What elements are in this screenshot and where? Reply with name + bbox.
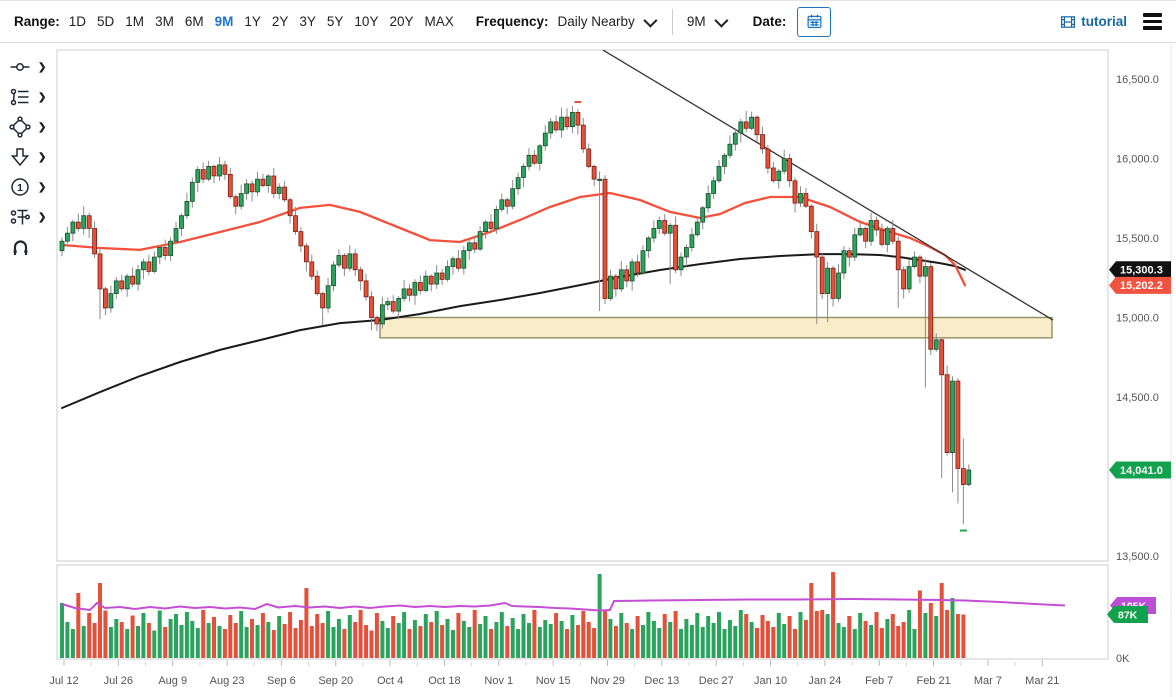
- gann-tool-icon: [10, 209, 30, 225]
- svg-text:16,500.0: 16,500.0: [1116, 74, 1159, 86]
- descending-trendline[interactable]: [602, 50, 1054, 321]
- volume-bars-layer: [60, 572, 966, 658]
- range-option-2Y[interactable]: 2Y: [271, 14, 289, 29]
- range-option-5D[interactable]: 5D: [97, 14, 115, 29]
- date-label: Date:: [752, 14, 787, 29]
- range-options: 1D 5D 1M 3M 6M 9M 1Y 2Y 3Y 5Y 10Y 20Y MAX: [69, 14, 454, 29]
- range-option-5Y[interactable]: 5Y: [326, 14, 344, 29]
- volume-badges: 105K87K: [1107, 597, 1156, 623]
- svg-text:13,500.0: 13,500.0: [1116, 551, 1159, 563]
- svg-text:Oct 18: Oct 18: [428, 675, 460, 687]
- chevron-right-icon: ❯: [38, 151, 47, 163]
- svg-text:Dec 27: Dec 27: [699, 675, 734, 687]
- chevron-down-icon: [643, 13, 658, 28]
- chevron-right-icon: ❯: [38, 181, 47, 193]
- price-chart-canvas[interactable]: 16,500.0 16,000.0 15,500.0 15,000.0 14,500.0…: [0, 44, 1176, 697]
- chevron-right-icon: ❯: [38, 61, 47, 73]
- svg-text:Sep 20: Sep 20: [318, 675, 353, 687]
- range-option-9M[interactable]: 9M: [214, 14, 234, 29]
- svg-text:Nov 29: Nov 29: [590, 675, 625, 687]
- number-one-icon: 1: [11, 178, 29, 196]
- support-zone[interactable]: [379, 316, 1053, 339]
- svg-text:Aug 23: Aug 23: [210, 675, 245, 687]
- range-option-1Y[interactable]: 1Y: [244, 14, 261, 29]
- svg-text:Oct 4: Oct 4: [377, 675, 403, 687]
- film-icon: [1061, 15, 1076, 28]
- toolbar-divider: [671, 8, 673, 35]
- frequency-value: Daily Nearby: [557, 14, 635, 29]
- price-axis: 16,500.0 16,000.0 15,500.0 15,000.0 14,500.0…: [1116, 74, 1159, 563]
- volume-average-line: [61, 597, 1066, 612]
- tool-annotations[interactable]: ❯: [0, 82, 54, 112]
- range-option-10Y[interactable]: 10Y: [354, 14, 379, 29]
- tutorial-text: tutorial: [1081, 14, 1127, 29]
- chevron-right-icon: ❯: [38, 211, 47, 223]
- range-option-3M[interactable]: 3M: [155, 14, 174, 29]
- svg-text:Jul 26: Jul 26: [104, 675, 133, 687]
- svg-text:Nov 15: Nov 15: [536, 675, 571, 687]
- svg-text:Jan 24: Jan 24: [808, 675, 841, 687]
- frequency-label: Frequency:: [475, 14, 549, 29]
- tutorial-link[interactable]: tutorial: [1060, 14, 1127, 30]
- volume-zero-label: 0K: [1116, 653, 1130, 665]
- menu-button[interactable]: [1143, 13, 1162, 30]
- period-dropdown[interactable]: 9M: [686, 13, 729, 29]
- shapes-icon: [9, 116, 31, 138]
- svg-text:Nov 1: Nov 1: [484, 675, 513, 687]
- main-chart-layers: [59, 50, 1054, 532]
- down-arrow-icon: [10, 148, 30, 167]
- svg-text:15,300.3: 15,300.3: [1120, 265, 1163, 277]
- svg-text:14,041.0: 14,041.0: [1120, 465, 1163, 477]
- period-value: 9M: [686, 14, 706, 29]
- volume-layers: [60, 572, 1066, 658]
- svg-text:15,500.0: 15,500.0: [1116, 233, 1159, 245]
- svg-text:16,000.0: 16,000.0: [1116, 154, 1159, 166]
- svg-text:Jul 12: Jul 12: [49, 675, 78, 687]
- svg-text:Mar 21: Mar 21: [1025, 675, 1059, 687]
- candles-layer: [59, 106, 972, 525]
- drawing-tools-sidebar: ❯ ❯ ❯ ❯ 1 ❯ ❯: [0, 52, 54, 262]
- svg-text:Feb 7: Feb 7: [865, 675, 893, 687]
- range-option-1D[interactable]: 1D: [68, 14, 87, 29]
- svg-text:Mar 7: Mar 7: [974, 675, 1002, 687]
- svg-text:1: 1: [17, 182, 23, 194]
- chart-toolbar: Range: 1D 5D 1M 3M 6M 9M 1Y 2Y 3Y 5Y 10Y 20Y MAX Fre…: [0, 0, 1176, 43]
- range-option-1M[interactable]: 1M: [125, 14, 145, 29]
- svg-text:15,000.0: 15,000.0: [1116, 313, 1159, 325]
- tool-shapes[interactable]: ❯: [0, 112, 54, 142]
- range-option-20Y[interactable]: 20Y: [389, 14, 414, 29]
- calendar-icon: [807, 14, 822, 29]
- svg-text:Dec 13: Dec 13: [644, 675, 679, 687]
- chevron-down-icon: [713, 13, 729, 28]
- date-picker-button[interactable]: [797, 6, 832, 37]
- svg-text:15,202.2: 15,202.2: [1120, 280, 1163, 292]
- slow-moving-average-line: [61, 253, 966, 409]
- svg-text:Feb 21: Feb 21: [916, 675, 950, 687]
- tool-number-label[interactable]: 1 ❯: [0, 172, 54, 202]
- time-axis: Jul 12 Jul 26 Aug 9 Aug 23 Sep 6 Sep 20 Oct 4 O…: [49, 660, 1059, 687]
- fast-moving-average-line: [60, 191, 967, 287]
- svg-text:Jan 10: Jan 10: [754, 675, 787, 687]
- annotation-list-icon: [10, 88, 29, 106]
- range-option-MAX[interactable]: MAX: [424, 14, 454, 29]
- svg-text:Aug 9: Aug 9: [158, 675, 187, 687]
- range-option-3Y[interactable]: 3Y: [299, 14, 316, 29]
- tool-gann[interactable]: ❯: [0, 202, 54, 232]
- range-option-6M[interactable]: 6M: [184, 14, 204, 29]
- range-label: Range:: [14, 14, 60, 29]
- svg-text:87K: 87K: [1118, 609, 1138, 621]
- line-tool-icon: [10, 63, 30, 71]
- magnet-icon: [13, 240, 28, 255]
- price-badges: 15,300.3 15,202.2 14,041.0: [1109, 261, 1171, 479]
- tool-trendline[interactable]: ❯: [0, 52, 54, 82]
- tool-arrow[interactable]: ❯: [0, 142, 54, 172]
- tool-magnet[interactable]: [0, 232, 54, 262]
- chevron-right-icon: ❯: [38, 121, 47, 133]
- svg-text:14,500.0: 14,500.0: [1116, 392, 1159, 404]
- frequency-dropdown[interactable]: Daily Nearby: [557, 13, 658, 29]
- svg-text:Sep 6: Sep 6: [267, 675, 296, 687]
- chevron-right-icon: ❯: [38, 91, 47, 103]
